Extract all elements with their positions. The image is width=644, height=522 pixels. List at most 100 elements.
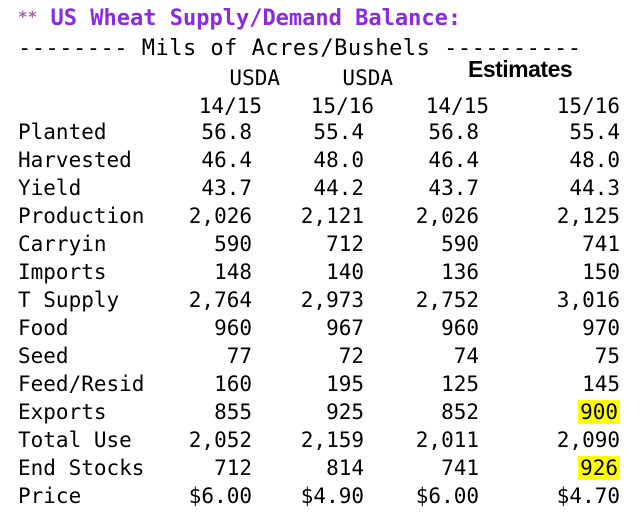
row-label: Carryin [18,232,107,256]
value-text: 48.0 [313,148,364,172]
table-row: Carryin 590 712 590 741 [0,232,644,260]
value-text: 2,973 [300,288,364,312]
value-text: 712 [326,232,364,256]
row-value: 150 [520,260,620,284]
value-text: $6.00 [188,484,252,508]
subtitle: -------- Mils of Acres/Bushels ---------… [18,36,582,61]
page-title: ** US Wheat Supply/Demand Balance: [18,6,461,31]
value-text: 712 [214,456,252,480]
row-value: 72 [264,344,364,368]
value-text: 960 [441,316,479,340]
value-text: 590 [441,232,479,256]
table-row: Production 2,026 2,121 2,026 2,125 [0,204,644,232]
row-value: 75 [520,344,620,368]
value-text: 814 [326,456,364,480]
row-value: 55.4 [520,120,620,144]
row-label: Food [18,316,69,340]
value-text: 160 [214,372,252,396]
row-value: 46.4 [379,148,479,172]
row-label: Price [18,484,82,508]
row-value: 2,752 [379,288,479,312]
value-text: 2,764 [188,288,252,312]
value-text: 140 [326,260,364,284]
table-row: Seed 77 72 74 75 [0,344,644,372]
row-value: 43.7 [152,176,252,200]
value-text: 195 [326,372,364,396]
value-text: 48.0 [569,148,620,172]
value-text: 46.4 [428,148,479,172]
row-label: Yield [18,176,82,200]
row-value: 160 [152,372,252,396]
value-text: 2,125 [556,204,620,228]
table-row: Yield 43.7 44.2 43.7 44.3 [0,176,644,204]
row-value: 77 [152,344,252,368]
row-value: $4.90 [264,484,364,508]
header-year-3: 14/15 [425,94,489,118]
title-stars: ** [18,7,38,26]
value-text: $4.70 [556,484,620,508]
value-text: 2,011 [415,428,479,452]
row-value: 852 [379,400,479,424]
row-value: 2,973 [264,288,364,312]
table-row: Exports 855 925 852 900 [0,400,644,428]
row-value: 2,121 [264,204,364,228]
row-value: 712 [264,232,364,256]
title-text: US Wheat Supply/Demand Balance: [50,6,462,31]
header-usda-2: USDA [342,66,393,90]
value-text: 136 [441,260,479,284]
row-value: 741 [379,456,479,480]
row-value: 712 [152,456,252,480]
row-value: 44.3 [520,176,620,200]
value-text: 2,159 [300,428,364,452]
value-text: 150 [582,260,620,284]
row-value: 148 [152,260,252,284]
row-value: 48.0 [264,148,364,172]
row-label: Total Use [18,428,132,452]
row-label: Imports [18,260,107,284]
value-text: 125 [441,372,479,396]
row-value: 74 [379,344,479,368]
value-text: 2,090 [556,428,620,452]
value-text: 852 [441,400,479,424]
estimates-label: Estimates [468,56,573,82]
value-text: 900 [578,400,620,424]
value-text: 148 [214,260,252,284]
row-value: 2,026 [152,204,252,228]
row-value: 43.7 [379,176,479,200]
value-text: 2,026 [415,204,479,228]
value-text: 56.8 [428,120,479,144]
value-text: 3,016 [556,288,620,312]
row-label: Seed [18,344,69,368]
row-value: 590 [152,232,252,256]
row-value: 2,026 [379,204,479,228]
row-label: Production [18,204,145,228]
value-text: 741 [441,456,479,480]
value-text: 46.4 [201,148,252,172]
row-value: 136 [379,260,479,284]
row-value: 140 [264,260,364,284]
header-usda-1: USDA [229,66,280,90]
value-text: 74 [453,344,479,368]
value-text: $4.90 [300,484,364,508]
table-row: Planted 56.8 55.4 56.8 55.4 [0,120,644,148]
value-text: 43.7 [428,176,479,200]
value-text: 960 [214,316,252,340]
value-text: 55.4 [569,120,620,144]
table-row: Price $6.00 $4.90 $6.00 $4.70 [0,484,644,512]
row-value: 3,016 [520,288,620,312]
value-text: 590 [214,232,252,256]
table-row: Feed/Resid 160 195 125 145 [0,372,644,400]
value-text: 55.4 [313,120,364,144]
row-value: 55.4 [264,120,364,144]
table-row: Harvested 46.4 48.0 46.4 48.0 [0,148,644,176]
table-row: Food 960 967 960 970 [0,316,644,344]
value-text: 56.8 [201,120,252,144]
value-text: 926 [578,456,620,480]
value-text: 44.2 [313,176,364,200]
row-value: 2,052 [152,428,252,452]
row-label: Exports [18,400,107,424]
row-value: 56.8 [152,120,252,144]
row-value: 741 [520,232,620,256]
row-value: 2,764 [152,288,252,312]
row-label: Harvested [18,148,132,172]
